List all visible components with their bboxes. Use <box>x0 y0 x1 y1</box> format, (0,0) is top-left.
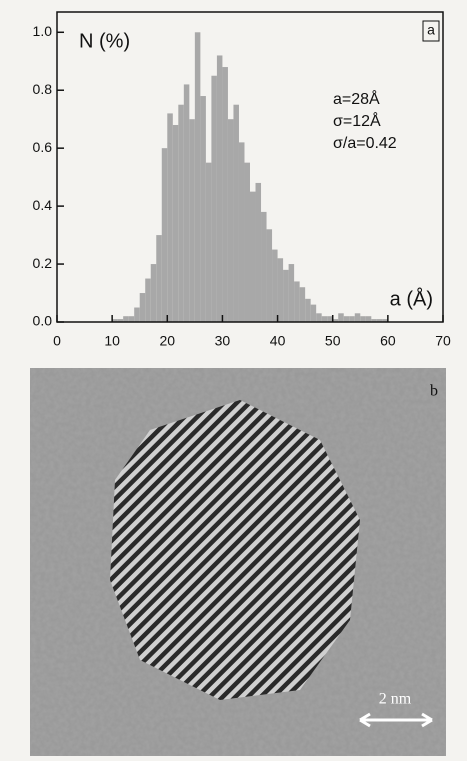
x-tick-label: 10 <box>104 333 120 349</box>
panel-label-box <box>422 20 440 42</box>
bar <box>266 229 273 322</box>
bar <box>172 124 179 322</box>
bar <box>139 293 146 322</box>
annotation: σ/a=0.42 <box>333 135 397 152</box>
scale-bar <box>359 712 433 728</box>
bar <box>227 119 234 322</box>
bar <box>145 278 151 322</box>
bar <box>371 319 377 322</box>
bar <box>382 319 388 322</box>
bar <box>321 316 328 322</box>
bar <box>327 316 333 322</box>
y-tick-label: 0.8 <box>33 81 53 97</box>
plot-frame <box>56 11 444 323</box>
bar <box>233 104 239 322</box>
lattice-fringes <box>110 400 360 700</box>
bar <box>365 316 372 322</box>
bar <box>349 316 355 322</box>
bar <box>261 211 267 322</box>
y-tick-label: 0.6 <box>33 139 53 155</box>
y-tick-label: 0.2 <box>33 255 53 271</box>
y-tick-label: 1.0 <box>33 23 53 39</box>
bar <box>123 316 129 322</box>
bar <box>244 162 250 322</box>
bar <box>178 104 184 322</box>
bar <box>238 142 245 322</box>
bar <box>272 249 278 322</box>
bar <box>360 316 366 322</box>
bar <box>299 287 306 322</box>
x-axis-label: a (Å) <box>390 287 433 310</box>
scale-bar-label: 2 nm <box>379 691 412 708</box>
x-tick-label: 0 <box>53 333 61 349</box>
y-tick-label: 0.0 <box>33 313 53 329</box>
bar <box>128 316 135 322</box>
x-tick-label: 70 <box>435 333 451 349</box>
bar <box>194 32 201 323</box>
image-panel: b 2 nm <box>30 368 446 756</box>
bar <box>222 67 228 323</box>
bar <box>255 182 262 322</box>
histogram-panel: 0.0 0.2 0.4 0.6 0.8 1.0 0 10 20 30 40 50 60 70 N (%) a … <box>33 11 451 349</box>
x-tick-label: 20 <box>159 333 175 349</box>
y-axis-label: N (%) <box>79 30 130 52</box>
bar <box>216 55 223 322</box>
bar <box>161 148 168 322</box>
bar <box>211 75 217 323</box>
bar <box>200 96 206 322</box>
bar <box>343 316 350 322</box>
x-tick-label: 30 <box>215 333 231 349</box>
annotation: σ=12Å <box>333 111 381 130</box>
bar <box>189 119 195 322</box>
x-tick-label: 60 <box>380 333 396 349</box>
bar <box>288 264 295 322</box>
x-tick-label: 40 <box>270 333 286 349</box>
bar <box>156 235 162 322</box>
x-tick-label: 50 <box>325 333 341 349</box>
bar <box>205 162 212 322</box>
y-tick-label: 0.4 <box>33 197 53 213</box>
bar <box>112 319 118 322</box>
bar <box>250 191 256 322</box>
bar <box>294 281 300 322</box>
bar <box>150 264 157 322</box>
bar <box>316 313 322 322</box>
panel-label: a <box>427 22 435 38</box>
bar <box>376 319 383 322</box>
bar <box>283 269 289 322</box>
bar <box>354 313 361 322</box>
bar <box>277 258 284 322</box>
bar <box>338 313 344 322</box>
panel-label: b <box>430 383 438 400</box>
bar <box>332 319 339 322</box>
bar <box>305 298 311 322</box>
annotation: a=28Å <box>333 89 380 108</box>
bar <box>310 304 317 322</box>
bar <box>117 319 124 322</box>
bar <box>134 307 140 322</box>
bar <box>183 84 190 323</box>
bar <box>167 113 173 322</box>
